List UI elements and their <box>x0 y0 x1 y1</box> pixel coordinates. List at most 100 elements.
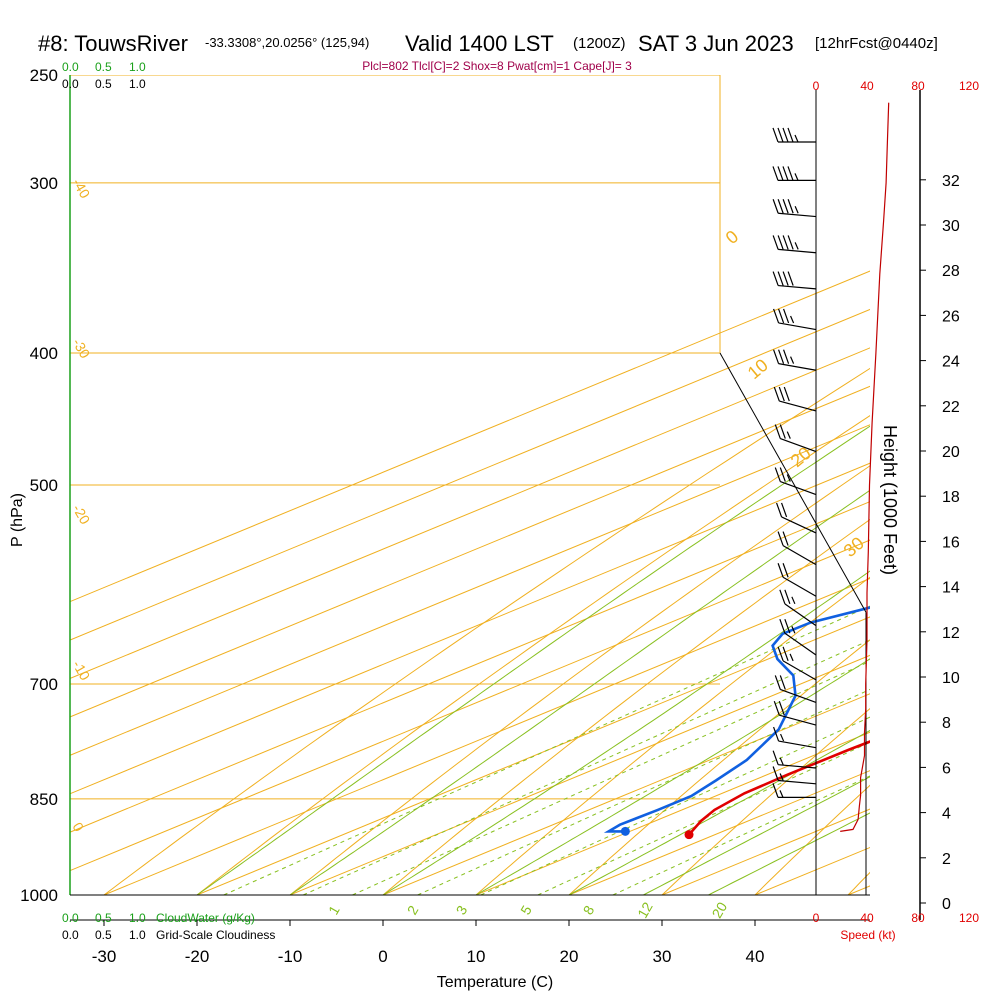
theta-label: 30 <box>840 533 868 561</box>
barb-feather <box>784 387 789 401</box>
cloudwater-tick: 0.0 <box>62 911 79 925</box>
barb-half-feather <box>795 173 798 180</box>
temperature-tick-label: 10 <box>467 947 486 966</box>
barb-feather <box>782 503 787 517</box>
pressure-tick-label: 250 <box>30 66 58 85</box>
barb-feather <box>783 272 788 286</box>
cloud-scale-bottom: 0.0 0.5 1.0 CloudWater (g/Kg) 0.0 0.5 1.… <box>62 911 275 942</box>
barb-half-feather <box>791 316 794 323</box>
temperature-tick-label: 20 <box>560 947 579 966</box>
barb-feather <box>783 235 788 249</box>
speed-scale-bottom: 0 40 80 120 Speed (kt) <box>813 911 980 942</box>
mixing-ratio-label: 8 <box>580 902 598 917</box>
pressure-tick-label: 400 <box>30 344 58 363</box>
barb-half-feather <box>780 790 783 797</box>
pressure-tick-label: 850 <box>30 790 58 809</box>
barb-half-feather <box>781 734 784 741</box>
wind-barb <box>773 166 816 180</box>
barb-half-feather <box>787 432 790 439</box>
mixing-ratio-label: 1 <box>325 902 343 917</box>
barb-feather <box>783 647 788 661</box>
temperature-tick-label: 40 <box>746 947 765 966</box>
temperature-tick-label: -20 <box>185 947 210 966</box>
speed-scale-top: 0 40 80 120 <box>813 79 980 93</box>
isotherm-label: -40 <box>69 176 93 202</box>
mixing-ratio-label: 5 <box>517 902 535 917</box>
pressure-tick-label: 700 <box>30 675 58 694</box>
wind-barb <box>774 309 816 330</box>
wind-barb <box>774 701 816 725</box>
barb-shaft <box>778 286 816 289</box>
height-tick-label: 22 <box>942 399 960 416</box>
cloudwater-tick: 1.0 <box>129 911 146 925</box>
dry-adiabat-line <box>848 75 1000 895</box>
stability-indices: Plcl=802 Tlcl[C]=2 Shox=8 Pwat[cm]=1 Cap… <box>362 59 632 73</box>
height-tick-label: 30 <box>942 218 960 235</box>
barb-feather <box>778 128 783 142</box>
wind-barb <box>780 619 816 655</box>
mixing-ratio-label: 20 <box>709 899 731 921</box>
barb-feather <box>780 675 785 689</box>
barb-feather <box>777 503 782 517</box>
barb-shaft <box>778 213 816 216</box>
barb-feather <box>780 590 785 604</box>
barb-feather <box>775 675 780 689</box>
station-coords: -33.3308°,20.0256° (125,94) <box>205 35 369 50</box>
barb-feather <box>783 532 788 546</box>
wind-barb <box>773 128 816 142</box>
mixing-ratio-line <box>481 353 1000 895</box>
barb-feather <box>773 235 778 249</box>
barb-feather <box>785 590 790 604</box>
height-tick-label: 12 <box>942 625 960 642</box>
barb-feather <box>773 128 778 142</box>
wind-barb <box>778 563 816 596</box>
cloudiness-label: Grid-Scale Cloudiness <box>156 928 275 942</box>
speed-tick: 0 <box>813 911 820 925</box>
barb-feather <box>788 272 793 286</box>
barb-shaft <box>778 249 816 252</box>
temperature-tick-label: 30 <box>653 947 672 966</box>
theta-label: 0 <box>722 226 743 248</box>
barb-half-feather <box>795 206 798 213</box>
cloudiness-tick: 1.0 <box>129 928 146 942</box>
surface-dewpoint-dot <box>621 827 630 836</box>
barb-feather <box>773 199 778 213</box>
cloudwater-tick: 1.0 <box>129 60 146 74</box>
height-tick-label: 28 <box>942 263 960 280</box>
cloudiness-tick: 0.5 <box>95 928 112 942</box>
barb-feather <box>778 166 783 180</box>
isotherm-label: 0 <box>69 820 87 835</box>
wind-barb <box>773 235 816 252</box>
barb-feather <box>783 166 788 180</box>
mixing-ratio-label: 2 <box>404 902 422 917</box>
barb-shaft <box>783 546 816 565</box>
barb-feather <box>773 272 778 286</box>
moist-adiabat-line <box>709 75 1000 895</box>
wind-barb <box>773 272 816 289</box>
barb-half-feather <box>780 758 783 765</box>
barb-half-feather <box>791 357 794 364</box>
barb-feather <box>784 309 789 323</box>
barb-half-feather <box>790 654 793 661</box>
theta-label: 20 <box>787 443 815 471</box>
barb-feather <box>788 199 793 213</box>
barb-feather <box>779 350 784 364</box>
isotherm-label: -20 <box>69 502 93 528</box>
pressure-tick-label: 500 <box>30 476 58 495</box>
cloudwater-tick: 0.5 <box>95 911 112 925</box>
barb-feather <box>773 783 778 797</box>
barb-feather <box>778 532 783 546</box>
temperature-tick-label: 0 <box>378 947 387 966</box>
barb-feather <box>788 235 793 249</box>
wind-barb <box>773 199 816 216</box>
barb-feather <box>784 350 789 364</box>
barb-half-feather <box>795 242 798 249</box>
wind-barb <box>774 350 816 371</box>
surface-temperature-dot <box>685 830 694 839</box>
wind-barb <box>778 647 816 680</box>
cloudiness-tick: 0.0 <box>62 928 79 942</box>
